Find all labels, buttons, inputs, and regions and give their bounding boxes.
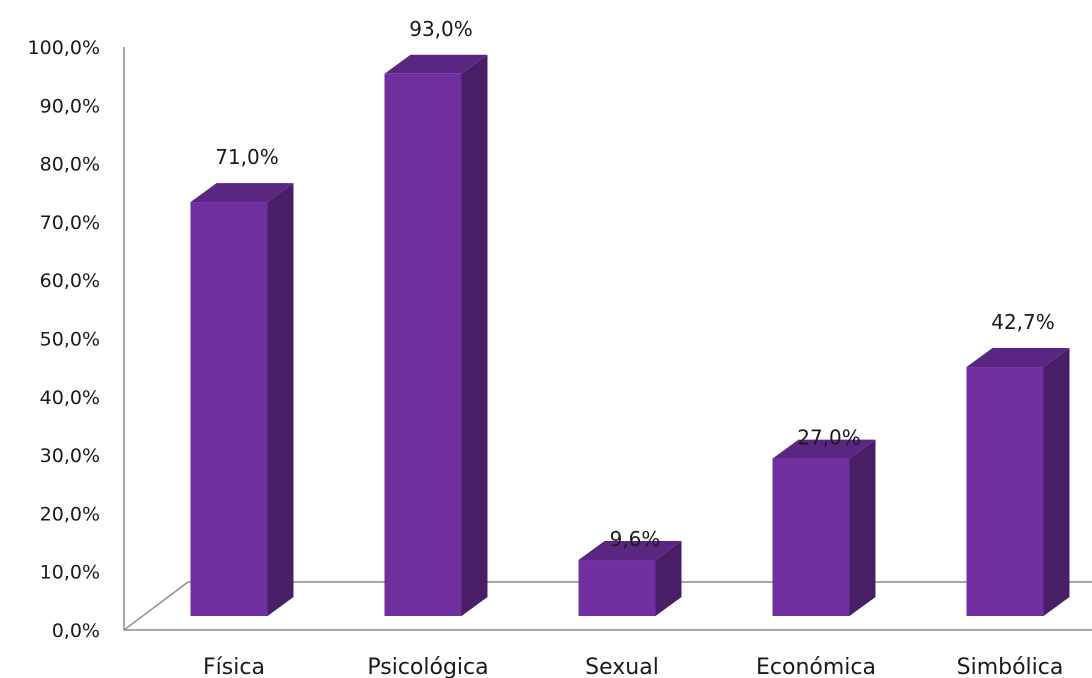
bar-side: [267, 183, 294, 616]
bar-front: [384, 73, 462, 616]
bar: [384, 54, 488, 617]
y-tick-label: 100,0%: [28, 37, 100, 59]
y-tick-label: 10,0%: [40, 562, 100, 584]
x-tick-label: Psicológica: [367, 655, 488, 678]
bar-side: [655, 541, 682, 616]
bar-top: [578, 541, 682, 561]
x-tick-label: Sexual: [585, 655, 659, 678]
x-tick-label: Simbólica: [957, 655, 1064, 678]
x-tick-label: Física: [203, 655, 265, 678]
bar-side: [849, 439, 876, 616]
y-tick-label: 40,0%: [40, 387, 100, 409]
bar: [772, 439, 876, 616]
y-tick-label: 50,0%: [40, 329, 100, 351]
bar-side: [461, 54, 488, 617]
bar: [966, 348, 1070, 616]
y-tick-label: 60,0%: [40, 270, 100, 292]
data-label: 9,6%: [610, 527, 661, 551]
y-tick-label: 20,0%: [40, 503, 100, 525]
bar-top: [966, 348, 1070, 368]
y-axis: 0,0% 10,0% 20,0% 30,0% 40,0% 50,0% 60,0% 70,0% 8…: [28, 37, 100, 642]
y-tick-label: 30,0%: [40, 445, 100, 467]
y-tick-label: 0,0%: [52, 620, 100, 642]
bars: [190, 54, 1070, 617]
floor-left-edge: [123, 581, 189, 631]
bar-front: [190, 202, 268, 616]
data-labels: 71,0% 93,0% 9,6% 27,0% 42,7%: [215, 17, 1055, 551]
y-tick-label: 90,0%: [40, 95, 100, 117]
bar-top: [384, 54, 488, 74]
bar-top: [772, 439, 876, 459]
data-label: 93,0%: [409, 17, 473, 41]
y-tick-label: 80,0%: [40, 154, 100, 176]
bar-front: [578, 560, 656, 616]
data-label: 71,0%: [215, 145, 279, 169]
x-axis-labels: Física Psicológica Sexual Económica Simbólic…: [203, 655, 1063, 678]
bar-side: [1043, 348, 1070, 616]
y-tick-label: 70,0%: [40, 212, 100, 234]
data-label: 42,7%: [991, 310, 1055, 334]
bar: [578, 541, 682, 616]
bar-top: [190, 183, 294, 203]
bar-front: [772, 458, 850, 616]
x-tick-label: Económica: [756, 655, 876, 678]
bar-front: [966, 367, 1044, 616]
bar: [190, 183, 294, 616]
data-label: 27,0%: [797, 426, 861, 450]
